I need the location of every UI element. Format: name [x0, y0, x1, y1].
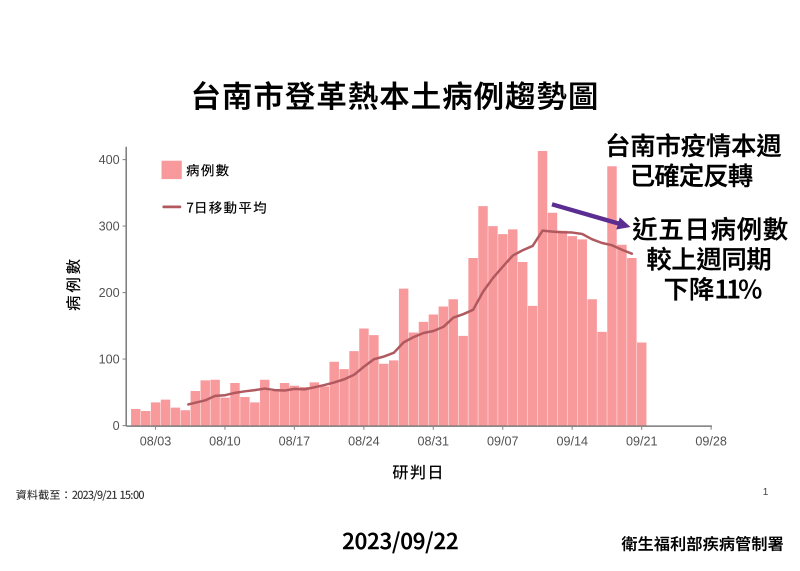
- svg-text:09/07: 09/07: [487, 434, 519, 448]
- svg-text:08/24: 08/24: [348, 434, 380, 448]
- svg-text:09/14: 09/14: [556, 434, 588, 448]
- svg-text:08/10: 08/10: [209, 434, 241, 448]
- svg-text:400: 400: [99, 153, 120, 167]
- svg-text:08/03: 08/03: [140, 434, 172, 448]
- svg-text:1: 1: [763, 487, 769, 498]
- svg-text:09/21: 09/21: [626, 434, 658, 448]
- svg-text:100: 100: [99, 353, 120, 367]
- svg-text:200: 200: [99, 286, 120, 300]
- svg-text:0: 0: [113, 419, 120, 433]
- svg-text:08/17: 08/17: [279, 434, 311, 448]
- svg-text:09/28: 09/28: [695, 434, 727, 448]
- svg-text:300: 300: [99, 220, 120, 234]
- svg-text:08/31: 08/31: [418, 434, 450, 448]
